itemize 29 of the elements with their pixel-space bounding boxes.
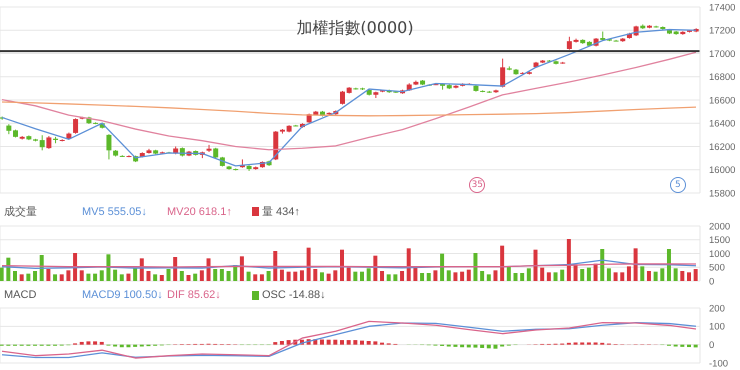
text: MACD9 100.50↓ — [82, 289, 164, 301]
y-tick-label: 100 — [709, 322, 725, 333]
text: MV5 555.05↓ — [82, 206, 148, 218]
y-tick-label: 200 — [709, 303, 725, 314]
y-tick-label: 17400 — [709, 2, 736, 14]
y-tick-label: 17200 — [709, 26, 736, 37]
y-tick-label: 500 — [709, 262, 725, 274]
chart-title: 成交量 — [4, 204, 38, 219]
y-tick-label: 0 — [709, 340, 714, 352]
y-tick-label: 16000 — [709, 165, 736, 176]
text: MV20 618.1↑ — [167, 206, 233, 218]
text: DIF 85.62↓ — [167, 289, 222, 301]
text: 加權指數(0000) — [295, 18, 415, 39]
y-tick-label: 15800 — [709, 188, 736, 200]
y-tick-label: 16400 — [709, 118, 736, 130]
y-tick-label: 1000 — [709, 248, 730, 260]
y-tick-label: 1500 — [709, 235, 730, 246]
y-tick-label: 17000 — [709, 48, 736, 60]
y-tick-label: 2000 — [709, 221, 730, 232]
legend-label: 量 434↑ — [261, 205, 301, 219]
y-tick-label: -100 — [709, 358, 728, 370]
y-tick-label: 0 — [709, 276, 714, 288]
chart-title: MACD — [4, 289, 38, 301]
circle-marker: 5 — [670, 177, 686, 193]
y-tick-label: 16600 — [709, 95, 736, 106]
legend-label: OSC -14.88↓ — [261, 289, 327, 301]
circle-marker: 35 — [469, 177, 486, 193]
y-tick-label: 16800 — [709, 72, 736, 84]
y-tick-label: 16200 — [709, 142, 736, 153]
